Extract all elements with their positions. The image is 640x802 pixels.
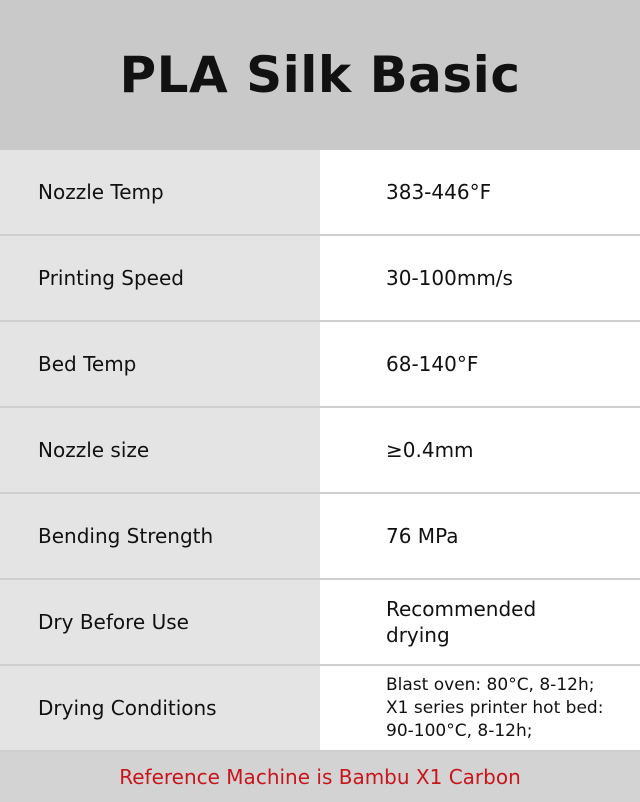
spec-table: Nozzle Temp 383-446°F Printing Speed 30-… <box>0 150 640 752</box>
spec-label: Nozzle size <box>0 408 320 492</box>
table-row: Bending Strength 76 MPa <box>0 494 640 580</box>
spec-value: Recommended drying <box>320 580 640 664</box>
table-row: Dry Before Use Recommended drying <box>0 580 640 666</box>
spec-value: 68-140°F <box>320 322 640 406</box>
value-line: drying <box>386 623 450 647</box>
value-line: X1 series printer hot bed: <box>386 697 604 718</box>
spec-value: 383-446°F <box>320 150 640 234</box>
spec-value: 30-100mm/s <box>320 236 640 320</box>
table-row: Printing Speed 30-100mm/s <box>0 236 640 322</box>
value-line: Blast oven: 80°C, 8-12h; <box>386 674 595 695</box>
spec-label: Printing Speed <box>0 236 320 320</box>
spec-value: ≥0.4mm <box>320 408 640 492</box>
spec-value: 76 MPa <box>320 494 640 578</box>
spec-label: Dry Before Use <box>0 580 320 664</box>
table-row: Drying Conditions Blast oven: 80°C, 8-12… <box>0 666 640 752</box>
spec-label: Bending Strength <box>0 494 320 578</box>
spec-label: Drying Conditions <box>0 666 320 750</box>
table-row: Nozzle size ≥0.4mm <box>0 408 640 494</box>
page-title: PLA Silk Basic <box>119 46 521 104</box>
table-row: Bed Temp 68-140°F <box>0 322 640 408</box>
footer-note: Reference Machine is Bambu X1 Carbon <box>0 752 640 802</box>
value-line: Recommended <box>386 597 537 621</box>
spec-label: Bed Temp <box>0 322 320 406</box>
table-row: Nozzle Temp 383-446°F <box>0 150 640 236</box>
header: PLA Silk Basic <box>0 0 640 150</box>
spec-label: Nozzle Temp <box>0 150 320 234</box>
value-line: 90-100°C, 8-12h; <box>386 720 533 741</box>
spec-value: Blast oven: 80°C, 8-12h; X1 series print… <box>320 666 640 750</box>
